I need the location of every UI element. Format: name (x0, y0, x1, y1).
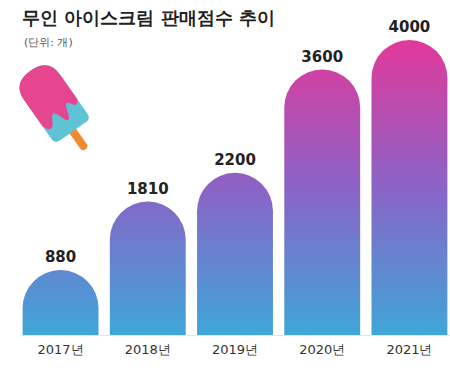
x-tick-label: 2018년 (125, 342, 171, 357)
bar (110, 202, 186, 335)
bar (372, 40, 448, 335)
bar (197, 173, 273, 335)
x-tick: 2019년 (212, 335, 258, 357)
chart: 무인 아이스크림 판매점수 추이 (단위: 개) 880 1810 2200 3600 40… (0, 0, 450, 370)
data-label: 1810 (127, 180, 169, 198)
x-tick: 2017년 (38, 335, 84, 357)
x-tick: 2020년 (299, 335, 345, 357)
data-labels: 880 1810 2200 3600 4000 (45, 18, 430, 266)
x-tick-label: 2017년 (38, 342, 84, 357)
x-tick-label: 2019년 (212, 342, 258, 357)
x-tick: 2018년 (125, 335, 171, 357)
title: 무인 아이스크림 판매점수 추이 (22, 7, 275, 28)
x-tick-label: 2021년 (386, 342, 432, 357)
data-label: 880 (45, 248, 76, 266)
subtitle: (단위: 개) (24, 36, 73, 49)
bar (23, 270, 99, 335)
x-tick-label: 2020년 (299, 342, 345, 357)
icon-top (12, 58, 84, 134)
x-axis-line (21, 335, 450, 336)
data-label: 2200 (214, 151, 256, 169)
bars (23, 40, 448, 335)
x-axis: 2017년 2018년 2019년 2020년 2021년 (21, 335, 450, 357)
icon-body (12, 58, 90, 144)
data-label: 3600 (301, 48, 343, 66)
bar (284, 70, 360, 335)
data-label: 4000 (389, 18, 431, 36)
icon (12, 58, 103, 162)
x-tick: 2021년 (386, 335, 432, 357)
